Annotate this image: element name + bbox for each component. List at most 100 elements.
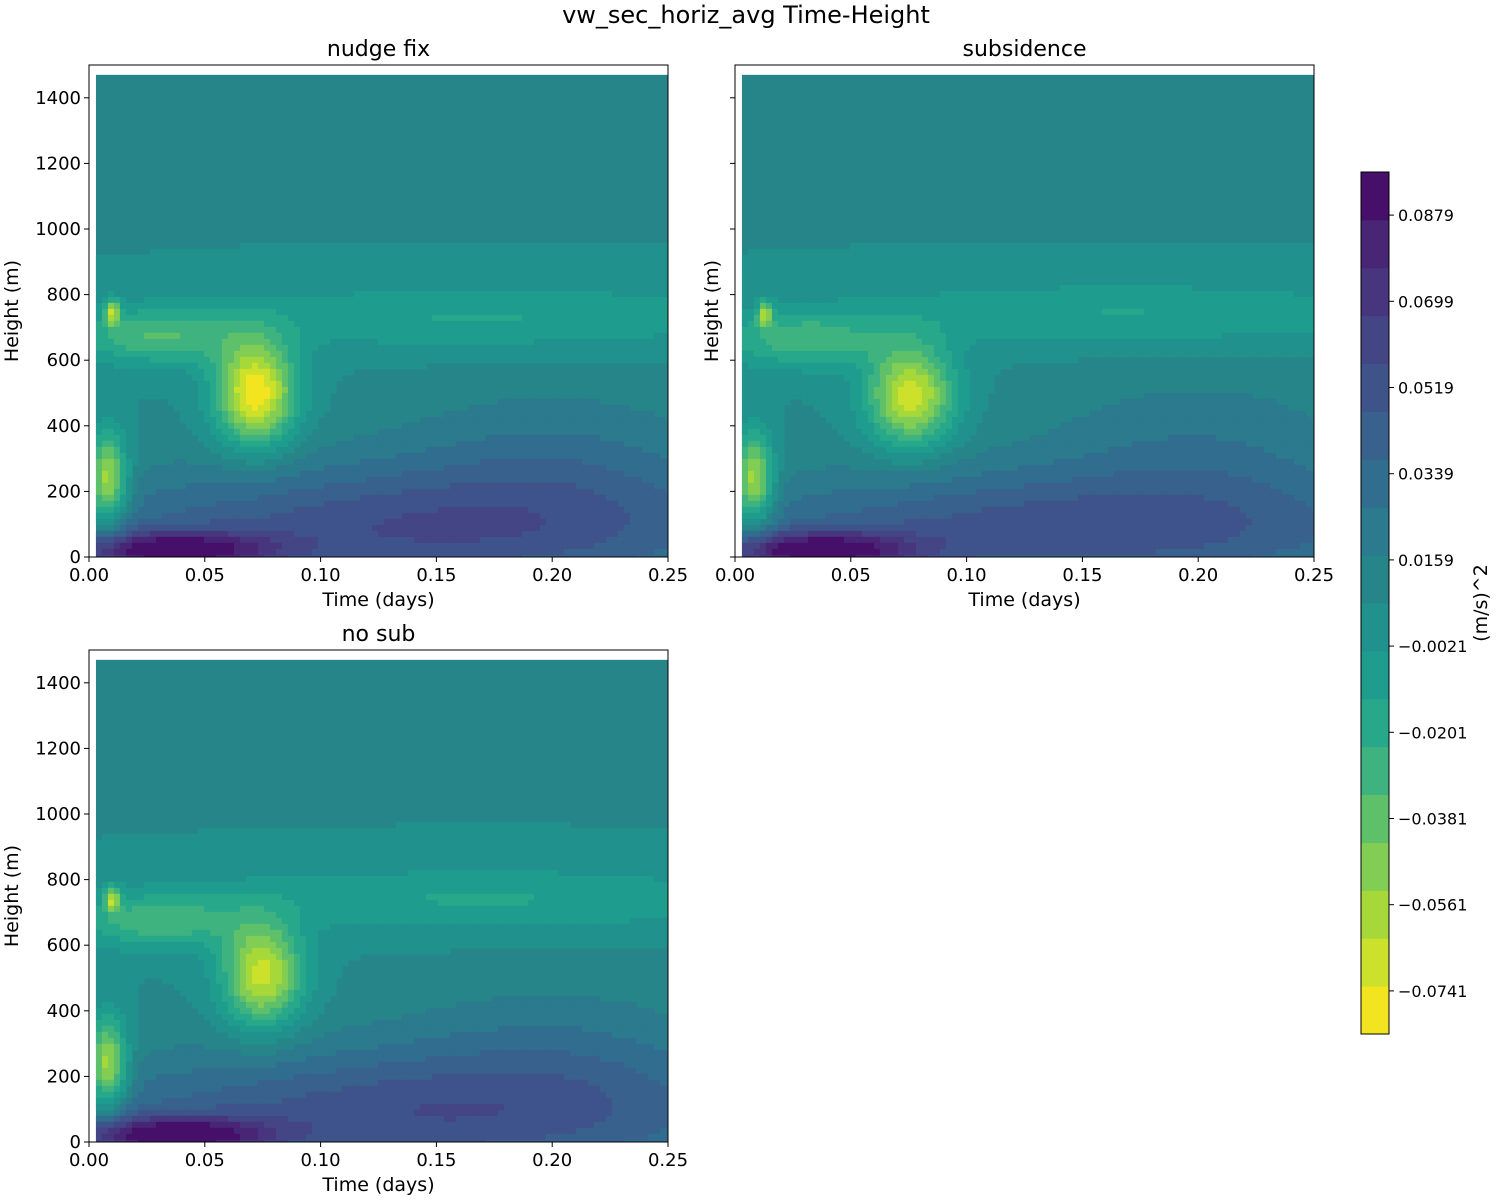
contour-cell (611, 434, 619, 442)
contour-cell (455, 344, 463, 352)
contour-cell (227, 254, 235, 262)
contour-cell (539, 344, 547, 352)
contour-cell (437, 512, 445, 520)
contour-cell (765, 452, 773, 460)
contour-cell (741, 302, 749, 310)
contour-cell (533, 470, 541, 478)
contour-cell (635, 518, 643, 526)
contour-cell (599, 482, 607, 490)
contour-cell (269, 338, 277, 346)
contour-cell (185, 530, 193, 538)
contour-cell (377, 494, 385, 502)
contour-cell (125, 254, 133, 262)
contour-cell (515, 530, 523, 538)
contour-cell (587, 548, 595, 556)
contour-cell (759, 338, 767, 346)
contour-cell (395, 536, 403, 544)
contour-cell (167, 488, 175, 496)
contour-cell (765, 488, 773, 496)
contour-cell (215, 302, 223, 310)
contour-cell (515, 506, 523, 514)
contour-cell (539, 536, 547, 544)
contour-cell (335, 278, 343, 286)
contour-cell (575, 272, 583, 280)
contour-cell (545, 284, 553, 292)
contour-cell (317, 374, 325, 382)
contour-cell (107, 536, 115, 544)
contour-cell (665, 536, 669, 544)
contour-cell (647, 296, 655, 304)
contour-cell (533, 326, 541, 334)
contour-cell (527, 512, 535, 520)
contour-cell (173, 248, 181, 256)
contour-cell (305, 332, 313, 340)
contour-cell (611, 320, 619, 328)
contour-cell (587, 446, 595, 454)
contour-cell (539, 284, 547, 292)
contour-cell (101, 356, 109, 364)
contour-cell (377, 272, 385, 280)
contour-cell (143, 326, 151, 334)
contour-cell (569, 278, 577, 286)
contour-cell (179, 338, 187, 346)
contour-cell (533, 452, 541, 460)
contour-cell (509, 518, 517, 526)
contour-cell (155, 380, 163, 388)
contour-cell (275, 392, 283, 400)
contour-cell (167, 284, 175, 292)
contour-cell (759, 386, 767, 394)
contour-cell (275, 416, 283, 424)
contour-cell (245, 524, 253, 532)
contour-cell (575, 446, 583, 454)
contour-cell (509, 314, 517, 322)
contour-cell (491, 242, 499, 250)
contour-cell (635, 296, 643, 304)
contour-cell (353, 272, 361, 280)
contour-cell (789, 320, 797, 328)
contour-cell (323, 386, 331, 394)
contour-cell (401, 512, 409, 520)
contour-cell (389, 350, 397, 358)
contour-cell (795, 494, 803, 502)
contour-cell (587, 506, 595, 514)
contour-cell (491, 500, 499, 508)
contour-cell (449, 476, 457, 484)
contour-cell (233, 356, 241, 364)
contour-cell (131, 434, 139, 442)
contour-cell (413, 500, 421, 508)
contour-cell (467, 530, 475, 538)
contour-cell (783, 536, 791, 544)
contour-cell (527, 356, 535, 364)
contour-cell (317, 548, 325, 556)
contour-cell (383, 254, 391, 262)
contour-cell (95, 398, 103, 406)
contour-cell (203, 356, 211, 364)
contour-cell (747, 512, 755, 520)
contour-cell (467, 542, 475, 550)
contour-cell (521, 446, 529, 454)
contour-cell (747, 356, 755, 364)
contour-cell (299, 356, 307, 364)
contour-cell (299, 380, 307, 388)
contour-cell (203, 386, 211, 394)
contour-cell (617, 422, 625, 430)
contour-cell (467, 524, 475, 532)
contour-cell (479, 530, 487, 538)
contour-cell (155, 512, 163, 520)
contour-cell (353, 530, 361, 538)
contour-cell (575, 434, 583, 442)
contour-cell (125, 518, 133, 526)
contour-cell (783, 278, 791, 286)
contour-cell (449, 248, 457, 256)
contour-cell (593, 290, 601, 298)
contour-cell (491, 248, 499, 256)
contour-cell (491, 320, 499, 328)
contour-cell (239, 290, 247, 298)
contour-cell (119, 368, 127, 376)
contour-cell (467, 314, 475, 322)
contour-cell (281, 512, 289, 520)
contour-cell (359, 464, 367, 472)
contour-cell (299, 386, 307, 394)
contour-cell (587, 554, 595, 558)
contour-cell (617, 488, 625, 496)
